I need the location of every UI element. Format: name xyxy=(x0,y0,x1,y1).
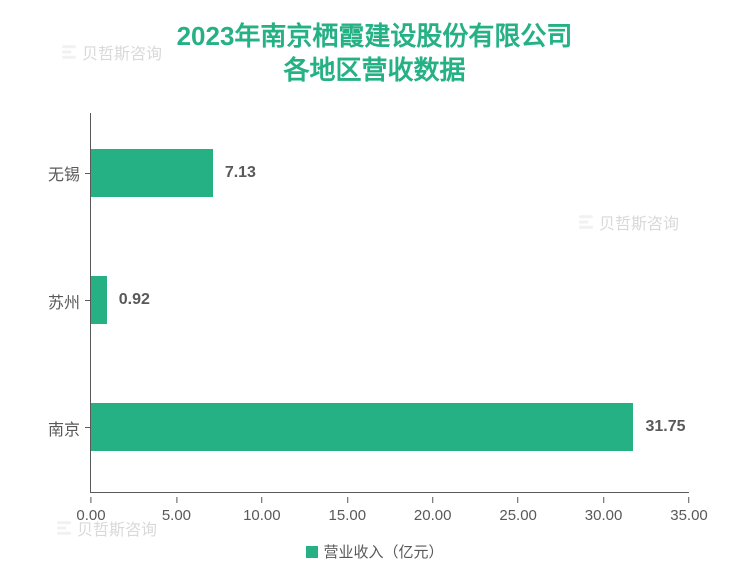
x-tick-label: 5.00 xyxy=(162,507,191,524)
bar-value-label: 0.92 xyxy=(119,291,150,309)
y-category-label: 苏州 xyxy=(48,289,80,313)
legend-label: 营业收入（亿元） xyxy=(323,541,443,562)
title-line-2: 各地区营收数据 xyxy=(30,54,719,88)
bars-area: 0.005.0010.0015.0020.0025.0030.0035.00 7… xyxy=(90,113,689,493)
x-tick-label: 35.00 xyxy=(670,507,708,524)
x-tick-mark xyxy=(176,497,177,503)
x-tick-mark xyxy=(90,497,91,503)
x-tick: 30.00 xyxy=(585,497,623,524)
y-category-label: 无锡 xyxy=(48,161,80,185)
bar-row: 0.92 xyxy=(91,276,689,324)
x-tick-label: 0.00 xyxy=(76,507,105,524)
bar xyxy=(91,276,107,324)
legend: 营业收入（亿元） xyxy=(305,541,443,562)
bar-row: 31.75 xyxy=(91,403,689,451)
x-tick: 25.00 xyxy=(499,497,537,524)
title-line-1: 2023年南京栖霞建设股份有限公司 xyxy=(30,20,719,54)
chart-title: 2023年南京栖霞建设股份有限公司各地区营收数据 xyxy=(30,20,719,88)
x-tick-mark xyxy=(347,497,348,503)
bar xyxy=(91,149,213,197)
bar-value-label: 7.13 xyxy=(225,164,256,182)
y-axis: 无锡苏州南京 xyxy=(30,113,85,493)
x-tick-label: 20.00 xyxy=(414,507,452,524)
x-tick: 35.00 xyxy=(670,497,708,524)
x-tick: 5.00 xyxy=(162,497,191,524)
x-tick-label: 30.00 xyxy=(585,507,623,524)
x-tick: 10.00 xyxy=(243,497,281,524)
y-category-label: 南京 xyxy=(48,416,80,440)
x-tick-mark xyxy=(432,497,433,503)
bar-row: 7.13 xyxy=(91,149,689,197)
x-tick-label: 10.00 xyxy=(243,507,281,524)
x-tick-label: 15.00 xyxy=(329,507,367,524)
legend-marker xyxy=(305,546,317,558)
x-tick-mark xyxy=(688,497,689,503)
x-tick: 0.00 xyxy=(76,497,105,524)
plot-area: 无锡苏州南京 0.005.0010.0015.0020.0025.0030.00… xyxy=(90,113,689,493)
x-tick: 20.00 xyxy=(414,497,452,524)
x-tick-mark xyxy=(603,497,604,503)
x-tick-mark xyxy=(518,497,519,503)
bar xyxy=(91,403,633,451)
bar-value-label: 31.75 xyxy=(645,418,685,436)
chart-container: 2023年南京栖霞建设股份有限公司各地区营收数据 无锡苏州南京 0.005.00… xyxy=(0,0,749,580)
x-tick-label: 25.00 xyxy=(499,507,537,524)
x-axis: 0.005.0010.0015.0020.0025.0030.0035.00 xyxy=(91,497,689,522)
x-tick: 15.00 xyxy=(329,497,367,524)
x-tick-mark xyxy=(261,497,262,503)
